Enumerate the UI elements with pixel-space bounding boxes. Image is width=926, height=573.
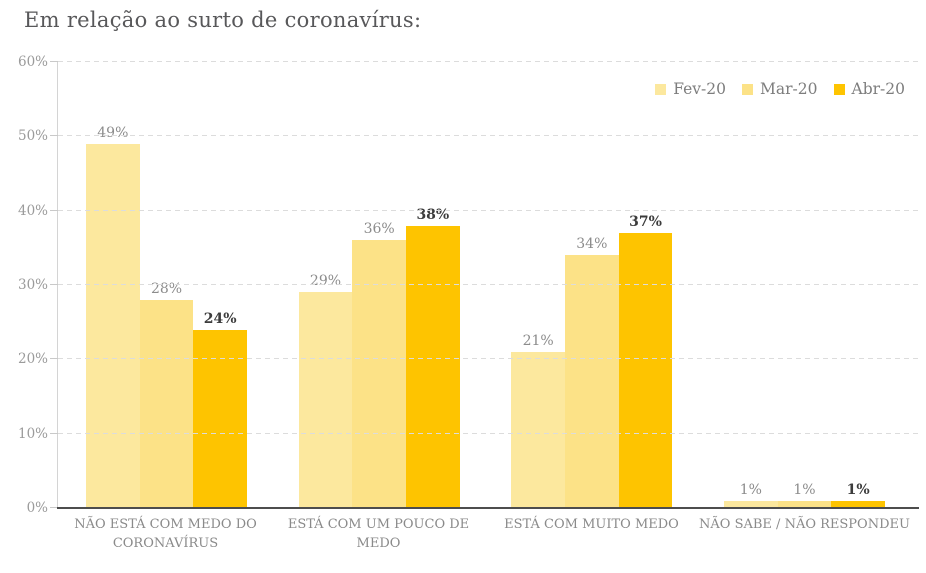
legend-swatch-fev [655,83,667,95]
bar-value-label: 1% [793,481,816,498]
bar [777,500,832,508]
bar [298,292,353,508]
legend-label-fev: Fev-20 [673,80,727,98]
y-axis-tick-label: 0% [26,500,48,516]
bar [511,351,565,508]
legend-swatch-mar [742,83,754,95]
plot-area: 49% 28% 24% 29% 36% 38% 21% 34% 37% 1% 1% 1% Fev-20… [18,54,919,516]
bar-column: 1% [831,62,885,508]
legend-label-abr: Abr-20 [851,80,906,98]
x-axis-category-label: ESTÁ COM UM POUCO DE MEDO [287,517,470,551]
bar-value-label: 1% [739,481,762,498]
bar-value-label: 24% [203,310,237,327]
bar [86,143,140,508]
bar-column: 34% [564,62,619,508]
bar-value-label: 1% [846,481,870,498]
chart-title: Em relação ao surto de coronavírus: [24,8,422,32]
bar [406,225,460,508]
bar-column: 37% [618,62,673,508]
bar-group: 21% 34% 37% [511,62,673,508]
y-axis-tick [50,507,58,508]
bar-column: 49% [86,62,140,508]
y-axis-tick-label: 40% [17,202,48,219]
legend-label-mar: Mar-20 [760,80,818,98]
legend-swatch-abr [833,83,845,95]
y-axis-tick [50,358,58,360]
bar-value-label: 36% [363,221,395,238]
bar [831,500,885,508]
y-axis-tick-label: 10% [17,425,48,442]
y-axis-tick-label: 20% [17,351,48,368]
bar [564,255,619,508]
bar-column: 21% [511,62,565,508]
bar-column: 1% [723,62,778,508]
bar [618,232,673,508]
bar-column: 24% [193,62,248,508]
y-axis-tick [50,135,58,137]
bar-value-label: 37% [629,213,662,230]
y-axis-tick [50,284,58,285]
gridline [58,432,919,434]
gridline [58,284,919,285]
legend-item-mar: Mar-20 [742,80,818,98]
y-axis-tick [50,432,58,434]
bar-value-label: 34% [576,236,608,253]
bar-value-label: 29% [309,273,342,290]
bar-column: 36% [352,62,406,508]
x-axis-category-label: ESTÁ COM MUITO MEDO [504,517,679,532]
x-axis-category-label: NÃO ESTÁ COM MEDO DO CORONAVÍRUS [74,517,257,551]
bar-group: 1% 1% 1% [723,62,885,508]
y-axis-tick [50,209,58,211]
x-axis-labels: NÃO ESTÁ COM MEDO DO CORONAVÍRUS ESTÁ COM… [57,516,919,554]
bar-value-label: 49% [97,124,129,141]
legend-item-abr: Abr-20 [833,80,906,98]
y-axis-tick-label: 50% [17,128,48,145]
bar-groups-container: 49% 28% 24% 29% 36% 38% 21% 34% 37% 1% 1% 1% [58,62,919,508]
bar-column: 29% [298,62,353,508]
y-axis-tick-label: 60% [17,54,48,70]
bar-column: 38% [406,62,460,508]
legend-item-fev: Fev-20 [655,80,726,98]
bar-column: 1% [777,62,832,508]
bar-column: 28% [139,62,194,508]
gridline [58,61,919,62]
legend: Fev-20 Mar-20 Abr-20 [655,80,905,98]
gridline [58,209,919,211]
y-axis-tick [50,61,58,62]
bar-group: 29% 36% 38% [298,62,460,508]
x-axis-line [57,507,919,509]
bar [193,329,248,508]
bar-group: 49% 28% 24% [86,62,248,508]
bar [139,299,194,508]
y-axis-tick-label: 30% [17,277,48,293]
bar-value-label: 21% [522,332,554,349]
gridline [58,135,919,137]
x-axis-category-label: NÃO SABE / NÃO RESPONDEU [699,517,910,532]
bar [723,500,778,508]
gridline [58,358,919,360]
bar [352,240,406,508]
